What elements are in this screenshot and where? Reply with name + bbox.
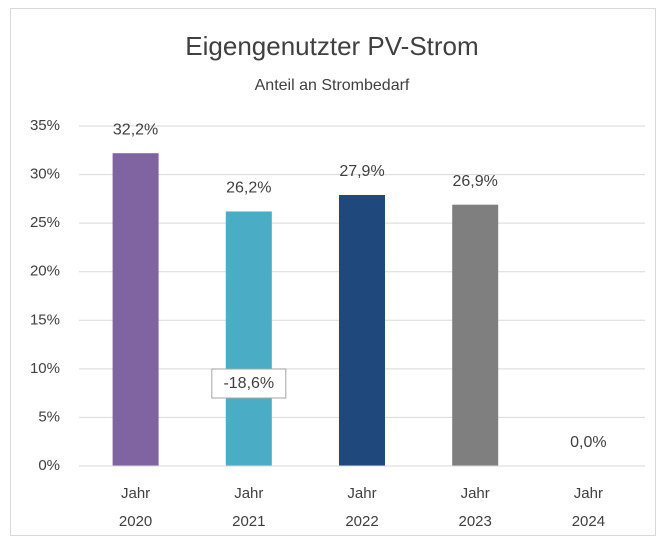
bar — [225, 211, 272, 466]
value-label: 26,2% — [226, 180, 271, 197]
y-tick-label: 10% — [30, 360, 60, 377]
bar — [452, 204, 499, 466]
y-tick-label: 20% — [30, 263, 60, 280]
x-tick-label: Jahr 2021 — [232, 485, 265, 530]
value-label: 27,9% — [339, 163, 384, 180]
y-tick-label: 5% — [38, 408, 60, 425]
x-tick-label: Jahr 2024 — [572, 485, 605, 530]
y-tick-label: 30% — [30, 166, 60, 183]
value-label: 26,9% — [453, 173, 498, 190]
x-tick-label: Jahr 2020 — [119, 485, 152, 530]
value-label: 32,2% — [113, 121, 158, 138]
bar — [339, 194, 385, 466]
annotation-box — [211, 368, 287, 399]
y-tick-label: 0% — [38, 457, 60, 474]
x-tick-label: Jahr 2023 — [459, 485, 492, 530]
y-tick-label: 35% — [30, 117, 60, 134]
bar — [112, 153, 159, 466]
value-label: 0,0% — [570, 434, 606, 451]
chart-title: Eigengenutzter PV-Strom — [185, 31, 478, 61]
y-tick-label: 15% — [30, 311, 60, 328]
chart-subtitle: Anteil an Strombedarf — [255, 77, 410, 94]
annotation: -18,6% — [223, 375, 274, 392]
y-tick-label: 25% — [30, 214, 60, 231]
x-tick-label: Jahr 2022 — [345, 485, 378, 530]
